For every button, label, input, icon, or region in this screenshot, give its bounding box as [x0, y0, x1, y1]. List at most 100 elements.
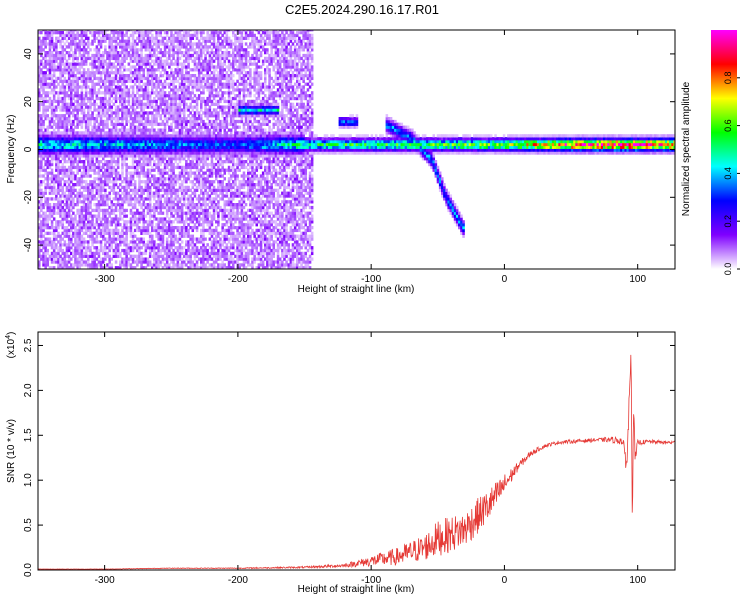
spectrogram-cell [157, 168, 160, 172]
spectrogram-cell [114, 71, 118, 75]
spectrogram-cell [193, 266, 197, 269]
spectrogram-cell [99, 117, 103, 121]
spectrogram-cell [200, 96, 203, 101]
spectrogram-cell [67, 96, 71, 101]
spectrogram-cell [116, 108, 120, 112]
spectrogram-cell [125, 208, 128, 213]
spectrogram-cell [50, 205, 54, 210]
spectrogram-cell [74, 65, 77, 69]
spectrogram-cell [170, 48, 173, 52]
spectrogram-cell [116, 177, 120, 181]
spectrogram-cell [176, 151, 180, 155]
spectrogram-cell [153, 59, 156, 63]
spectrogram-cell [136, 211, 139, 215]
spectrogram-cell [121, 263, 124, 267]
spectrogram-cell [146, 122, 150, 126]
spectrogram-cell [148, 36, 152, 40]
spectrogram-cell [65, 251, 69, 256]
spectrogram-cell [140, 191, 143, 195]
spectrogram-cell [104, 194, 107, 198]
spectrogram-cell [42, 168, 45, 172]
spectrogram-cell [138, 177, 141, 181]
spectrogram-cell [191, 105, 195, 109]
spectrogram-cell [176, 31, 180, 35]
spectrogram-cell [131, 45, 135, 49]
spectrogram-cell [142, 228, 146, 233]
spectrogram-cell [140, 108, 143, 112]
spectrogram-cell [91, 194, 94, 198]
spectrogram-cell [187, 231, 190, 235]
spectrogram-cell [44, 36, 47, 40]
spectrogram-cell [148, 65, 152, 69]
spectrogram-cell [165, 246, 169, 250]
spectrogram-cell [172, 105, 175, 109]
spectrogram-cell [200, 234, 203, 238]
spectrogram-cell [99, 257, 103, 261]
spectrogram-cell [178, 76, 182, 81]
spectrogram-cell [155, 231, 158, 235]
spectrogram-cell [95, 234, 99, 238]
spectrogram-cell [97, 154, 101, 158]
spectrogram-cell [40, 174, 43, 178]
spectrogram-cell [104, 148, 107, 152]
spectrogram-cell [151, 45, 154, 49]
spectrogram-cell [153, 62, 156, 66]
spectrogram-cell [84, 254, 88, 258]
spectrogram-cell [99, 200, 103, 204]
spectrogram-cell [138, 56, 141, 61]
spectrogram-cell [63, 142, 67, 147]
spectrogram-cell [125, 157, 128, 161]
spectrogram-cell [146, 180, 150, 184]
spectrogram-cell [70, 266, 73, 269]
spectrogram-cell [48, 254, 52, 258]
spectrogram-cell [178, 139, 182, 144]
spectrogram-cell [178, 85, 182, 89]
spectrogram-cell [142, 165, 146, 170]
spectrogram-cell [195, 226, 199, 230]
spectrogram-cell [70, 240, 73, 244]
spectrogram-cell [74, 82, 77, 86]
spectrogram-cell [129, 254, 133, 258]
spectrogram-cell [78, 194, 82, 198]
spectrogram-cell [57, 145, 60, 149]
spectrogram-cell [165, 197, 169, 201]
spectrogram-cell [91, 240, 94, 244]
spectrogram-cell [140, 260, 143, 264]
spectrogram-cell [163, 154, 167, 158]
spectrogram-cell [57, 251, 60, 256]
spectrogram-cell [157, 183, 160, 187]
spectrogram-cell [148, 111, 152, 115]
spectrogram-cell [159, 48, 163, 52]
spectrogram-cell [106, 160, 109, 164]
spectrogram-cell [50, 65, 54, 69]
spectrogram-cell [67, 145, 71, 149]
spectrogram-cell [70, 160, 73, 164]
spectrogram-cell [38, 76, 41, 81]
spectrogram-cell [133, 165, 137, 170]
spectrogram-cell [112, 39, 116, 43]
spectrogram-cell [119, 145, 122, 149]
spectrogram-cell [136, 102, 139, 106]
spectrogram-cell [74, 174, 77, 178]
spectrogram-cell [80, 74, 84, 78]
spectrogram-cell [67, 82, 71, 86]
spectrogram-cell [48, 214, 52, 218]
spectrogram-cell [136, 53, 139, 58]
spectrogram-cell [129, 139, 133, 144]
spectrogram-cell [99, 142, 103, 147]
spectrogram-cell [42, 151, 45, 155]
spectrogram-cell [78, 122, 82, 126]
spectrogram-cell [144, 174, 148, 178]
spectrogram-cell [38, 203, 41, 207]
spectrogram-cell [146, 42, 150, 46]
spectrogram-cell [195, 266, 199, 269]
spectrogram-cell [131, 71, 135, 75]
spectrogram-cell [144, 59, 148, 63]
spectrogram-cell [161, 65, 165, 69]
spectrogram-cell [42, 71, 45, 75]
spectrogram-cell [44, 226, 47, 230]
spectrogram-cell [119, 243, 122, 247]
spectrogram-cell [108, 36, 111, 40]
spectrogram-cell [174, 102, 178, 106]
spectrogram-cell [116, 148, 120, 152]
